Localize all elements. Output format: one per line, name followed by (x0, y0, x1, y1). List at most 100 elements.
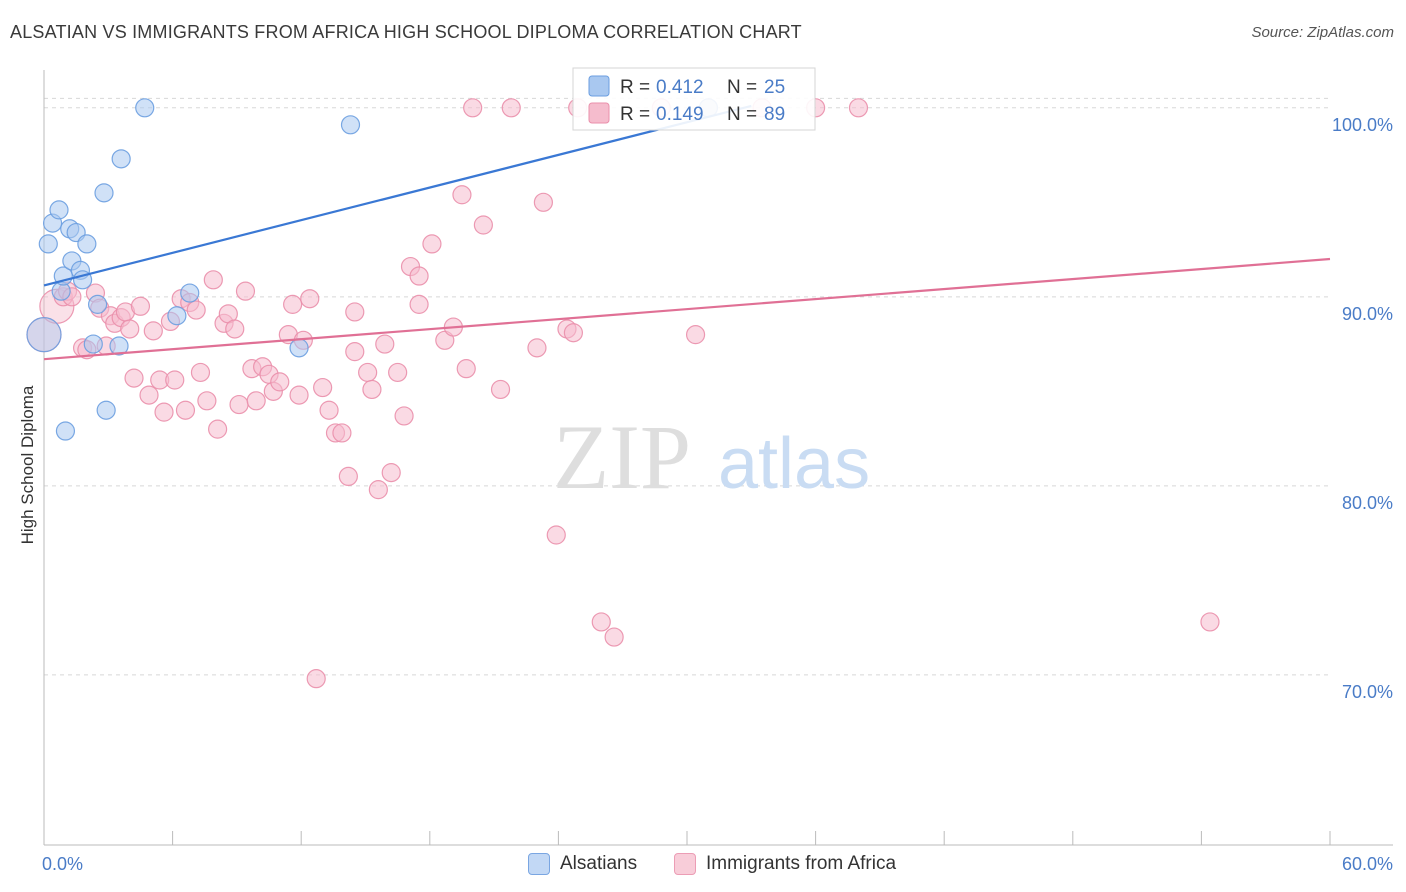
immigrant-point (394, 406, 414, 426)
immigrant-point (533, 192, 553, 212)
immigrant-point (358, 362, 378, 383)
trend-layer (43, 104, 1331, 361)
immigrant-point (332, 423, 352, 443)
immigrant-point (409, 266, 429, 286)
immigrant-point (338, 466, 358, 487)
alsatian-point (94, 183, 114, 203)
r-label: R = (620, 77, 650, 98)
y-axis-title-wrap: High School Diploma (18, 386, 38, 545)
immigrant-point (283, 294, 303, 314)
legend-item-immigrants[interactable]: Immigrants from Africa (674, 850, 896, 878)
legend-label-alsatians: Alsatians (560, 853, 638, 874)
immigrant-point (473, 215, 493, 235)
y-tick-label: 100.0% (1332, 115, 1393, 135)
alsatian-point (49, 200, 69, 220)
source-note: Source: ZipAtlas.com (1251, 24, 1394, 41)
stats-swatch (588, 102, 610, 124)
immigrant-point (203, 270, 223, 290)
immigrant-point (300, 289, 320, 309)
y-tick-label: 70.0% (1342, 682, 1393, 702)
legend-swatch-immigrants (674, 853, 696, 875)
y-axis-title: High School Diploma (18, 385, 37, 545)
immigrant-point (490, 379, 511, 400)
alsatian-point (87, 294, 108, 314)
r-label: R = (620, 104, 650, 125)
immigrant-point (546, 525, 566, 545)
n-label: N = (727, 77, 757, 98)
axes-layer: 70.0% 80.0% 90.0% 100.0% 0.0% 60.0% (42, 70, 1393, 874)
immigrant-trendline (43, 257, 1331, 361)
immigrant-point (235, 281, 256, 301)
y-tick-label: 80.0% (1342, 493, 1393, 513)
immigrant-point (685, 325, 706, 345)
immigrant-point (175, 400, 196, 420)
immigrant-point (422, 234, 442, 254)
immigrant-point (362, 379, 382, 400)
alsatian-point (167, 306, 187, 326)
alsatian-point (55, 421, 76, 441)
r-value: 0.149 (656, 104, 704, 125)
immigrant-point (563, 323, 584, 343)
immigrant-point (165, 370, 185, 390)
immigrant-point (190, 362, 211, 383)
series-legend: Alsatians Immigrants from Africa (0, 850, 1406, 878)
r-value: 0.412 (656, 77, 704, 98)
alsatian-point (109, 336, 129, 356)
immigrant-point (319, 400, 339, 420)
y-tick-label: 90.0% (1342, 304, 1393, 324)
alsatian-point (111, 149, 131, 169)
immigrant-point (143, 321, 163, 341)
alsatian-trendline (43, 104, 752, 287)
watermark-atlas: atlas (718, 424, 870, 504)
immigrant-point (381, 463, 401, 483)
immigrant-point (501, 98, 521, 118)
immigrant-point (345, 342, 365, 362)
immigrant-point (186, 300, 206, 320)
immigrant-point (591, 612, 611, 632)
alsatian-point (83, 334, 103, 354)
legend-swatch-alsatians (528, 853, 550, 875)
immigrant-point (409, 294, 429, 314)
n-value: 25 (764, 77, 785, 98)
immigrant-point (456, 359, 476, 379)
alsatian-point (96, 400, 116, 420)
immigrant-point (229, 394, 249, 415)
immigrant-point (289, 385, 309, 405)
immigrant-point (124, 368, 144, 388)
immigrant-point (375, 334, 395, 354)
alsatian-point (180, 283, 200, 303)
chart-title: ALSATIAN VS IMMIGRANTS FROM AFRICA HIGH … (10, 22, 802, 42)
n-value: 89 (764, 104, 785, 125)
immigrant-point (604, 627, 624, 647)
alsatian-point (38, 234, 58, 254)
immigrant-point (139, 385, 159, 405)
immigrant-point (388, 362, 408, 383)
grid-layer (44, 97, 1330, 676)
immigrant-point (848, 98, 869, 118)
immigrant-point (270, 372, 290, 392)
immigrant-point (1200, 612, 1220, 632)
immigrant-point (463, 98, 483, 118)
watermark: ZIP atlas (553, 406, 870, 508)
immigrant-point (120, 319, 140, 339)
immigrant-point (345, 302, 365, 322)
immigrant-point (130, 296, 151, 316)
immigrant-point (306, 669, 326, 689)
x-tick-label-min: 0.0% (42, 854, 83, 874)
stats-legend-box (572, 67, 816, 131)
alsatian-point (26, 317, 62, 353)
alsatian-point (340, 115, 361, 135)
alsatian-point (289, 338, 309, 358)
x-tick-label-max: 60.0% (1342, 854, 1393, 874)
immigrant-point (154, 402, 174, 422)
immigrant-point (225, 319, 245, 339)
legend-label-immigrants: Immigrants from Africa (706, 853, 897, 874)
immigrant-point (208, 419, 228, 439)
immigrant-point (368, 480, 388, 500)
legend-item-alsatians[interactable]: Alsatians (528, 850, 637, 878)
immigrant-point (246, 391, 266, 411)
stats-swatch (588, 75, 610, 97)
points-layer (26, 98, 1220, 689)
alsatian-point (135, 98, 155, 118)
